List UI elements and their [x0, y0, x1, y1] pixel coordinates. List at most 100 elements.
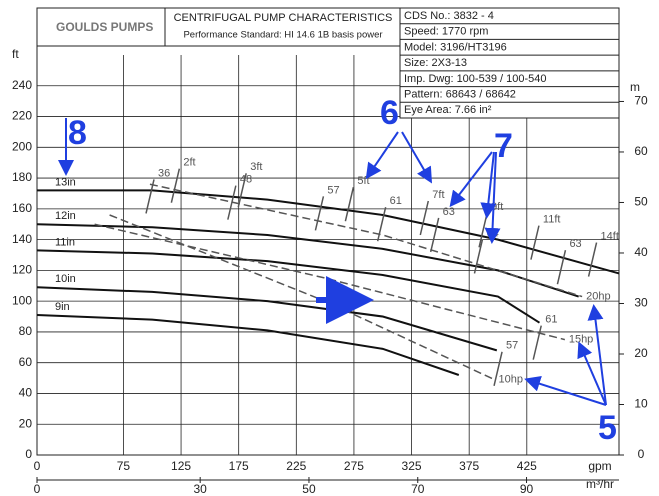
plot: 0204060801001201401601802002202400102030… [12, 7, 648, 496]
y2-tick-label: 40 [634, 245, 648, 259]
series-label: 9in [55, 301, 70, 313]
x-axis-label: gpm [588, 459, 611, 473]
series-line [36, 314, 460, 376]
x-tick-label: 175 [229, 459, 249, 473]
x-tick-label: 325 [402, 459, 422, 473]
y-tick-label: 200 [12, 139, 32, 153]
callout: 5 [598, 409, 617, 447]
annotation-tick [473, 239, 484, 274]
callout-arrow [365, 131, 399, 180]
series-line [37, 189, 620, 275]
callout-arrow [587, 304, 607, 406]
series-label: 10in [55, 273, 76, 285]
y-tick-label: 240 [12, 78, 32, 92]
y-axis-label: ft [12, 47, 19, 61]
y-tick-label: 60 [19, 355, 33, 369]
x-tick-label: 425 [517, 459, 537, 473]
y2-axis-label: m [630, 80, 640, 94]
x-tick-label: 0 [34, 459, 41, 473]
annotation-tick [530, 225, 540, 260]
annotation: 48 [240, 174, 252, 186]
y-tick-label: 100 [12, 293, 32, 307]
callout-arrow [449, 151, 493, 208]
annotation-tick [237, 173, 247, 208]
y2-tick-label: 70 [634, 94, 648, 108]
series-line [36, 286, 498, 352]
x-tick-label: 75 [117, 459, 131, 473]
y-tick-label: 140 [12, 232, 32, 246]
annotation: 61 [545, 314, 557, 326]
annotation-tick [344, 186, 355, 222]
annotation: 14ft [601, 230, 619, 242]
y-tick-label: 0 [25, 447, 32, 461]
y2-tick-label: 30 [634, 296, 648, 310]
x-tick-label: 125 [171, 459, 191, 473]
annotation: 61 [390, 195, 402, 207]
series-label: 10hp [499, 374, 523, 386]
y2-tick-label: 60 [634, 144, 648, 158]
annotation: 2ft [183, 157, 195, 169]
series-label: 20hp [586, 290, 610, 302]
callout-arrow [480, 151, 497, 219]
annotation-tick [314, 196, 325, 231]
callout-arrow [401, 131, 433, 184]
x-tick-label: 375 [459, 459, 479, 473]
x2-tick-label: 90 [520, 482, 534, 496]
annotation-tick [556, 250, 567, 285]
y-tick-label: 20 [19, 416, 33, 430]
series-line [94, 223, 566, 341]
annotation-tick [587, 242, 598, 277]
y2-tick-label: 50 [634, 195, 648, 209]
y-tick-label: 120 [12, 263, 32, 277]
y-tick-label: 160 [12, 201, 32, 215]
annotation-tick [145, 179, 155, 214]
title: CENTRIFUGAL PUMP CHARACTERISTICS [174, 12, 393, 24]
annotation: 3ft [250, 161, 262, 173]
annotation: 11ft [543, 214, 561, 226]
series-line [149, 183, 583, 298]
annotation-tick [227, 185, 237, 220]
info-row: Pattern: 68643 / 68642 [404, 88, 516, 100]
series-label: 11in [55, 236, 75, 248]
y2-tick-label: 10 [634, 397, 648, 411]
annotation-tick [170, 168, 181, 203]
callout: 8 [68, 114, 87, 152]
series-label: 12in [55, 210, 76, 222]
annotation-tick [376, 206, 387, 242]
annotation: 57 [327, 184, 339, 196]
header-box [36, 7, 401, 47]
annotation-tick [493, 351, 503, 386]
series-label: 15hp [569, 334, 593, 346]
annotation: 7ft [432, 189, 444, 201]
annotation-tick [419, 200, 430, 236]
x2-tick-label: 0 [34, 482, 41, 496]
x2-tick-label: 70 [411, 482, 425, 496]
y-tick-label: 40 [19, 386, 33, 400]
info-row: Size: 2X3-13 [404, 57, 467, 69]
x2-axis-label: m³/hr [586, 477, 614, 491]
y2-tick-label: 0 [638, 447, 645, 461]
info-table: CDS No.: 3832 - 4 Speed: 1770 rpm Model: 3… [400, 10, 619, 116]
y2-tick-label: 20 [634, 346, 648, 360]
x2-tick-label: 50 [302, 482, 316, 496]
series-line [36, 249, 541, 324]
y-tick-label: 180 [12, 170, 32, 184]
x2-tick-label: 30 [193, 482, 207, 496]
y-tick-label: 220 [12, 109, 32, 123]
info-row: Speed: 1770 rpm [404, 26, 488, 38]
callout: 7 [494, 127, 513, 165]
annotation-tick [532, 325, 542, 360]
annotation: 57 [506, 340, 518, 352]
callout-arrow [524, 376, 607, 406]
brand: GOULDS PUMPS [56, 20, 153, 34]
info-row: CDS No.: 3832 - 4 [404, 10, 494, 22]
annotation: 63 [569, 238, 581, 250]
info-row: Model: 3196/HT3196 [404, 41, 507, 53]
info-row: Imp. Dwg: 100-539 / 100-540 [404, 73, 546, 85]
callout: 6 [380, 94, 399, 132]
annotation: 36 [158, 167, 170, 179]
annotation: 5ft [357, 175, 369, 187]
info-box [399, 7, 620, 119]
callout-arrow [577, 341, 607, 406]
callout-arrow [484, 151, 501, 244]
